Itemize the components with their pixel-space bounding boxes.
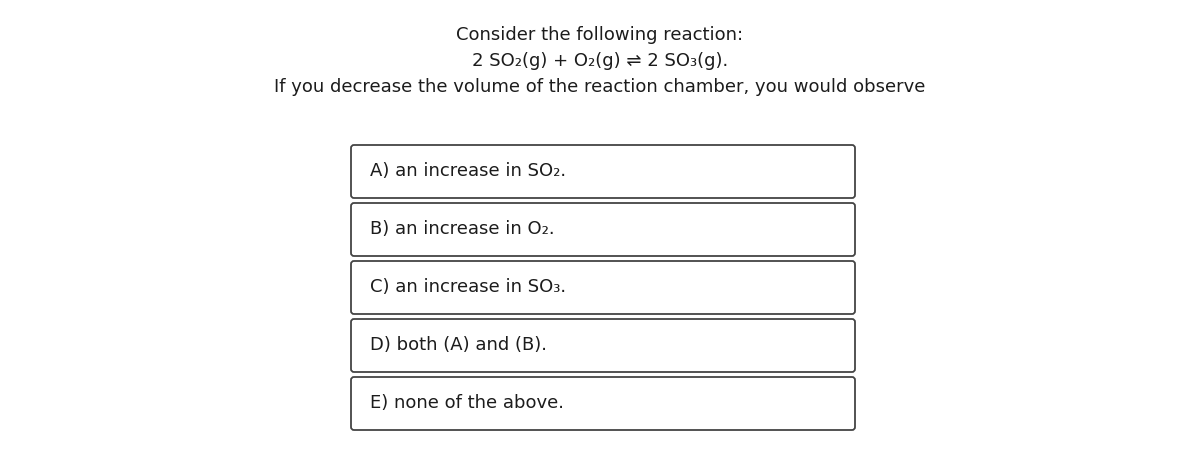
Text: C) an increase in SO₃.: C) an increase in SO₃. [370,279,566,296]
FancyBboxPatch shape [352,261,854,314]
Text: B) an increase in O₂.: B) an increase in O₂. [370,220,554,239]
FancyBboxPatch shape [352,203,854,256]
Text: Consider the following reaction:: Consider the following reaction: [456,26,744,44]
Text: If you decrease the volume of the reaction chamber, you would observe: If you decrease the volume of the reacti… [275,78,925,96]
Text: A) an increase in SO₂.: A) an increase in SO₂. [370,162,566,181]
Text: D) both (A) and (B).: D) both (A) and (B). [370,336,547,355]
FancyBboxPatch shape [352,377,854,430]
Text: 2 SO₂(g) + O₂(g) ⇌ 2 SO₃(g).: 2 SO₂(g) + O₂(g) ⇌ 2 SO₃(g). [472,52,728,70]
FancyBboxPatch shape [352,145,854,198]
FancyBboxPatch shape [352,319,854,372]
Text: E) none of the above.: E) none of the above. [370,394,564,413]
